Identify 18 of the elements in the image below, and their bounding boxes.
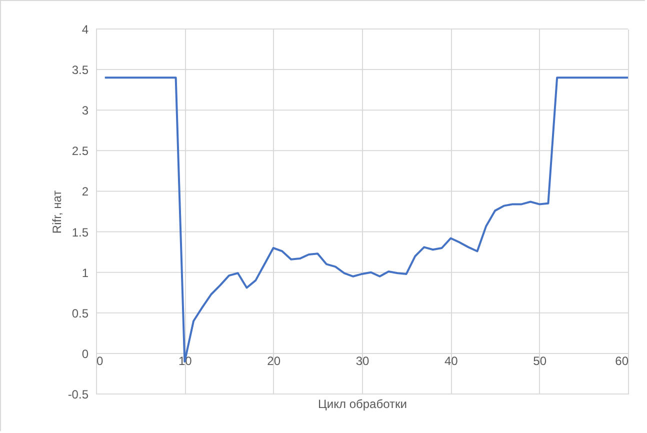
y-tick-label: 2 <box>82 184 89 199</box>
y-tick-label: 3 <box>82 104 89 118</box>
x-tick-label: 10 <box>178 354 192 368</box>
x-tick-label: 40 <box>444 354 458 368</box>
y-tick-label: 2.5 <box>72 144 89 158</box>
x-tick-label: 60 <box>615 354 629 368</box>
x-tick-label: 30 <box>356 354 370 368</box>
x-tick-label: 50 <box>533 354 547 368</box>
y-tick-label: 1 <box>82 266 89 280</box>
y-tick-label: 4 <box>82 22 89 36</box>
y-tick-label: 3.5 <box>72 63 89 78</box>
x-tick-label: 0 <box>96 354 104 368</box>
y-tick-label: 1.5 <box>72 225 89 240</box>
y-tick-label: 0.5 <box>72 306 89 320</box>
y-tick-label: -0.5 <box>68 388 89 402</box>
x-tick-label: 20 <box>267 354 281 368</box>
x-axis-title: Цикл обработки <box>318 396 407 411</box>
y-axis-title: Rifr, нат <box>50 190 64 234</box>
